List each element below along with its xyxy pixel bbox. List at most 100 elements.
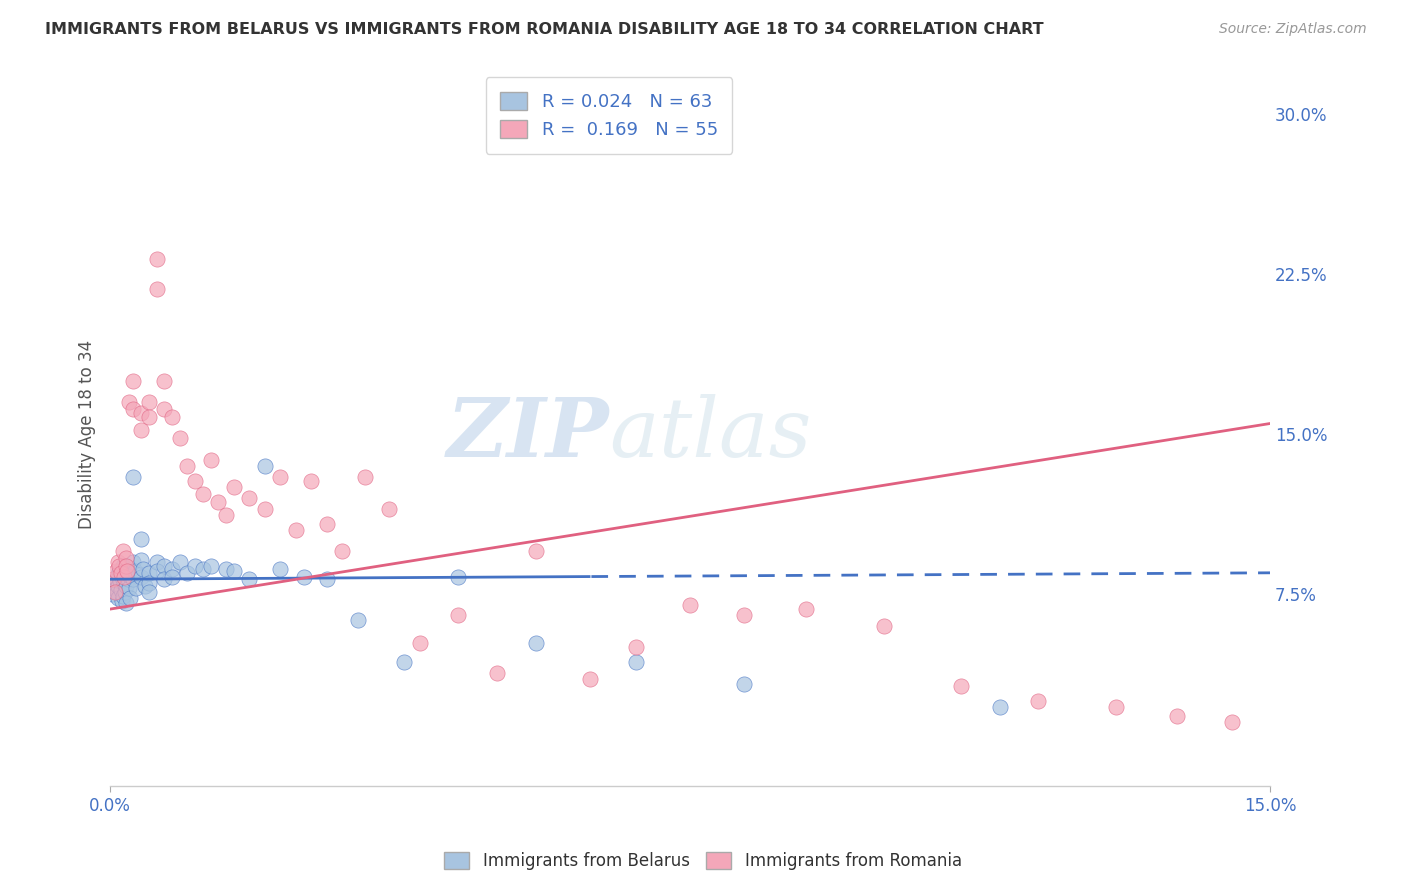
Point xyxy=(122,401,145,416)
Point xyxy=(160,561,183,575)
Point xyxy=(124,564,146,578)
Point xyxy=(118,568,141,582)
Point xyxy=(794,602,817,616)
Point xyxy=(103,576,125,591)
Point xyxy=(200,559,222,574)
Point xyxy=(108,574,131,589)
Point xyxy=(200,452,222,467)
Point xyxy=(176,566,198,580)
Point xyxy=(114,579,136,593)
Point xyxy=(108,564,131,578)
Point xyxy=(269,470,291,484)
Point xyxy=(138,576,160,591)
Point xyxy=(447,608,470,623)
Point xyxy=(315,572,337,586)
Point xyxy=(111,544,134,558)
Point xyxy=(184,559,207,574)
Point xyxy=(253,459,276,474)
Point xyxy=(447,570,470,584)
Point xyxy=(117,572,139,586)
Point xyxy=(107,555,129,569)
Point xyxy=(485,666,508,681)
Y-axis label: Disability Age 18 to 34: Disability Age 18 to 34 xyxy=(79,340,96,529)
Point xyxy=(1026,694,1049,708)
Point xyxy=(624,640,647,655)
Point xyxy=(122,470,145,484)
Point xyxy=(129,570,152,584)
Point xyxy=(114,596,136,610)
Point xyxy=(1104,700,1126,714)
Point xyxy=(253,501,276,516)
Point xyxy=(215,561,238,575)
Point xyxy=(104,581,127,595)
Point xyxy=(733,677,755,691)
Point xyxy=(153,559,176,574)
Legend: Immigrants from Belarus, Immigrants from Romania: Immigrants from Belarus, Immigrants from… xyxy=(437,845,969,877)
Point xyxy=(129,553,152,567)
Point xyxy=(160,570,183,584)
Point xyxy=(107,579,129,593)
Point xyxy=(107,591,129,606)
Point xyxy=(111,570,134,584)
Point xyxy=(112,570,135,584)
Point xyxy=(114,566,136,580)
Point xyxy=(104,585,127,599)
Point xyxy=(1220,715,1243,730)
Point xyxy=(101,587,124,601)
Text: atlas: atlas xyxy=(609,394,811,475)
Point xyxy=(315,516,337,531)
Point xyxy=(153,374,176,388)
Point xyxy=(222,564,245,578)
Point xyxy=(138,395,160,409)
Point xyxy=(110,582,132,597)
Point xyxy=(138,410,160,425)
Point xyxy=(191,561,214,575)
Point xyxy=(238,572,260,586)
Point xyxy=(169,431,191,445)
Point xyxy=(108,559,131,574)
Text: IMMIGRANTS FROM BELARUS VS IMMIGRANTS FROM ROMANIA DISABILITY AGE 18 TO 34 CORRE: IMMIGRANTS FROM BELARUS VS IMMIGRANTS FR… xyxy=(45,22,1043,37)
Point xyxy=(105,585,128,599)
Point xyxy=(115,564,138,578)
Point xyxy=(292,570,315,584)
Point xyxy=(578,673,600,687)
Point xyxy=(524,636,547,650)
Point xyxy=(176,459,198,474)
Point xyxy=(733,608,755,623)
Point xyxy=(103,572,125,586)
Point xyxy=(354,470,377,484)
Point xyxy=(269,561,291,575)
Point xyxy=(105,564,128,578)
Point xyxy=(872,619,894,633)
Point xyxy=(125,581,148,595)
Point xyxy=(299,474,322,488)
Point xyxy=(112,589,135,603)
Point xyxy=(392,656,415,670)
Point xyxy=(238,491,260,505)
Point xyxy=(284,523,307,537)
Point xyxy=(215,508,238,523)
Point xyxy=(949,679,972,693)
Point xyxy=(1166,708,1188,723)
Point xyxy=(129,423,152,437)
Point xyxy=(377,501,399,516)
Point xyxy=(145,564,167,578)
Point xyxy=(129,406,152,420)
Legend: R = 0.024   N = 63, R =  0.169   N = 55: R = 0.024 N = 63, R = 0.169 N = 55 xyxy=(485,77,733,153)
Point xyxy=(408,636,430,650)
Point xyxy=(122,555,145,569)
Point xyxy=(138,566,160,580)
Point xyxy=(145,252,167,267)
Point xyxy=(114,559,136,574)
Point xyxy=(153,572,176,586)
Point xyxy=(110,566,132,580)
Point xyxy=(114,585,136,599)
Point xyxy=(118,395,141,409)
Point xyxy=(145,282,167,296)
Point xyxy=(131,561,153,575)
Point xyxy=(207,495,229,509)
Point xyxy=(115,561,138,575)
Point xyxy=(122,572,145,586)
Point xyxy=(153,401,176,416)
Point xyxy=(111,559,134,574)
